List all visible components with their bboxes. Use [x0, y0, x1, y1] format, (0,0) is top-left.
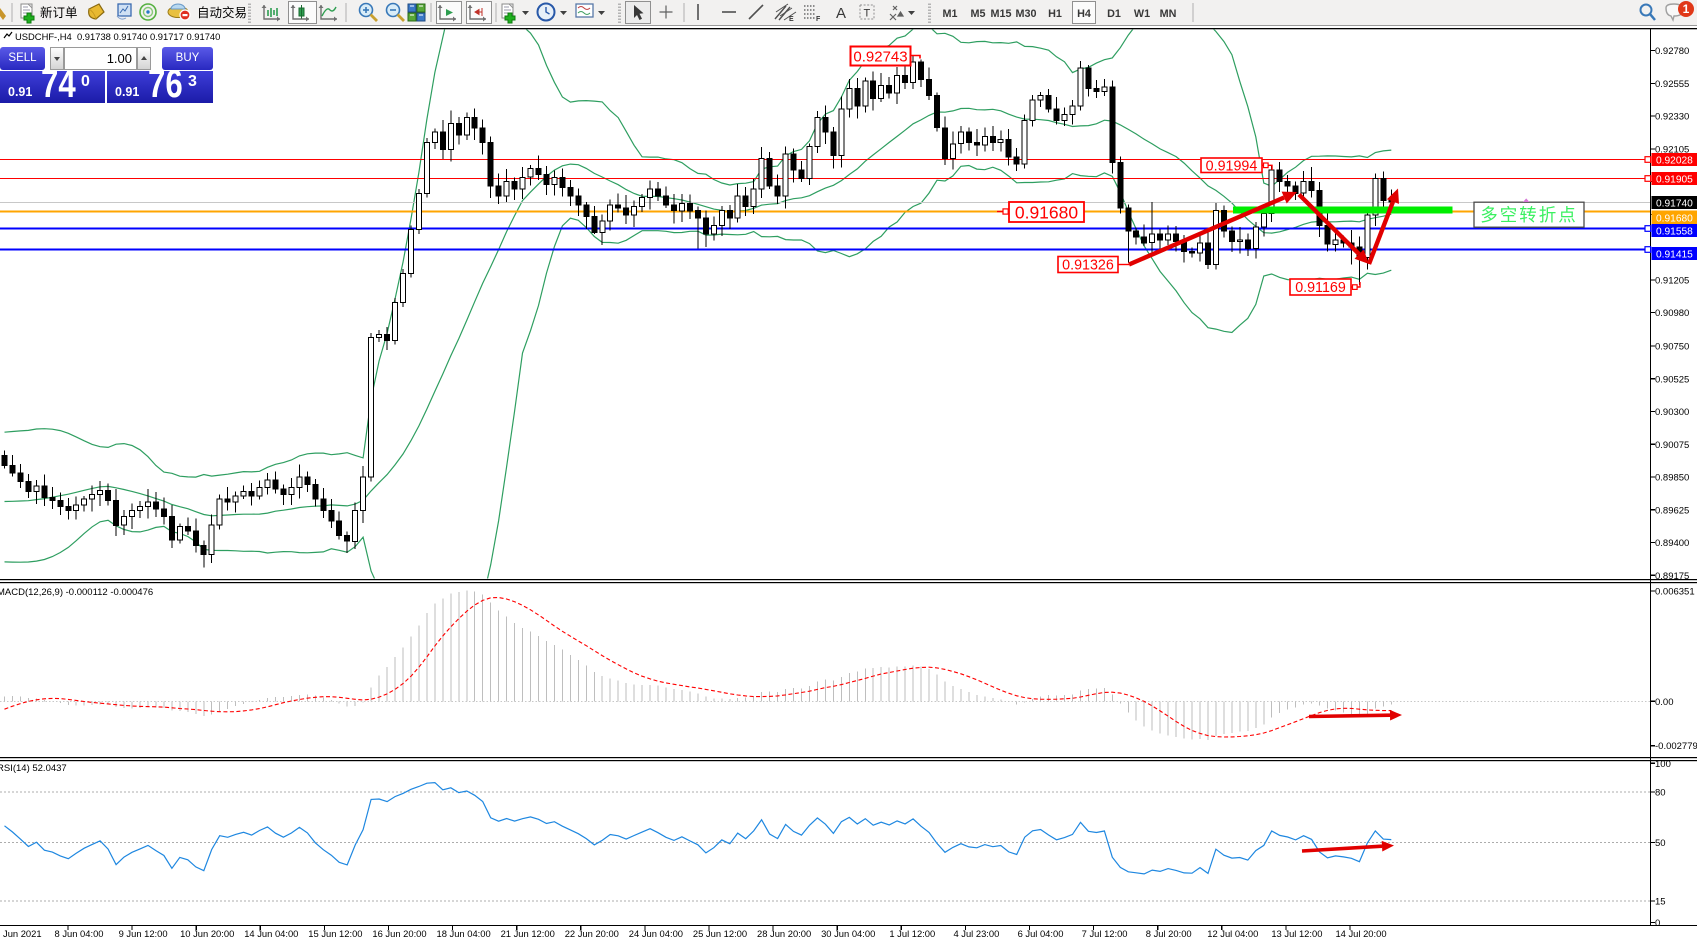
svg-text:W1: W1 — [1134, 8, 1150, 20]
svg-text:MACD(12,26,9) -0.000112 -0.000: MACD(12,26,9) -0.000112 -0.000476 — [0, 587, 153, 598]
svg-text:0.89625: 0.89625 — [1655, 505, 1689, 516]
svg-text:M1: M1 — [943, 8, 958, 20]
svg-text:18 Jun 04:00: 18 Jun 04:00 — [436, 928, 490, 939]
svg-text:16 Jun 20:00: 16 Jun 20:00 — [372, 928, 426, 939]
svg-text:14 Jul 20:00: 14 Jul 20:00 — [1335, 928, 1386, 939]
svg-text:0.89175: 0.89175 — [1655, 571, 1689, 582]
svg-text:0.91994: 0.91994 — [1206, 158, 1258, 174]
svg-text:USDCHF-,H4 0.91738 0.91740 0.: USDCHF-,H4 0.91738 0.91740 0.91717 0.917… — [15, 31, 220, 42]
svg-text:0.006351: 0.006351 — [1655, 587, 1695, 598]
svg-text:0.91905: 0.91905 — [1656, 175, 1693, 186]
svg-text:0.90980: 0.90980 — [1655, 308, 1689, 319]
svg-text:0.91326: 0.91326 — [1062, 258, 1114, 274]
svg-text:0: 0 — [1655, 918, 1660, 929]
svg-text:H4: H4 — [1077, 8, 1091, 20]
svg-text:0.91680: 0.91680 — [1015, 202, 1079, 222]
svg-text:0.89400: 0.89400 — [1655, 538, 1689, 549]
svg-text:100: 100 — [1655, 759, 1671, 770]
svg-text:0.91169: 0.91169 — [1295, 280, 1346, 296]
svg-text:6 Jul 04:00: 6 Jul 04:00 — [1018, 928, 1064, 939]
svg-text:9 Jun 12:00: 9 Jun 12:00 — [119, 928, 168, 939]
svg-text:H1: H1 — [1048, 8, 1062, 20]
svg-text:M5: M5 — [971, 8, 986, 20]
svg-text:T: T — [864, 8, 871, 20]
svg-text:24 Jun 04:00: 24 Jun 04:00 — [629, 928, 683, 939]
svg-text:0.90075: 0.90075 — [1655, 440, 1689, 451]
svg-text:RSI(14) 52.0437: RSI(14) 52.0437 — [0, 763, 67, 774]
svg-text:15 Jun 12:00: 15 Jun 12:00 — [308, 928, 362, 939]
svg-text:0.92105: 0.92105 — [1655, 144, 1689, 155]
svg-text:M30: M30 — [1015, 8, 1036, 20]
svg-text:E: E — [789, 16, 794, 23]
svg-text:8 Jul 20:00: 8 Jul 20:00 — [1146, 928, 1192, 939]
svg-text:0.90525: 0.90525 — [1655, 374, 1689, 385]
svg-text:30 Jun 04:00: 30 Jun 04:00 — [821, 928, 875, 939]
svg-text:D1: D1 — [1107, 8, 1121, 20]
svg-text:0.90300: 0.90300 — [1655, 407, 1689, 418]
svg-text:F: F — [816, 16, 821, 23]
svg-text:0.91415: 0.91415 — [1656, 250, 1693, 261]
svg-text:22 Jun 20:00: 22 Jun 20:00 — [565, 928, 619, 939]
svg-text:0.89850: 0.89850 — [1655, 473, 1689, 484]
svg-text:-0.002779: -0.002779 — [1655, 741, 1697, 752]
svg-text:15: 15 — [1655, 897, 1666, 908]
svg-text:0.91740: 0.91740 — [1656, 199, 1693, 210]
svg-text:0.91680: 0.91680 — [1656, 214, 1693, 225]
svg-text:0.91205: 0.91205 — [1655, 275, 1689, 286]
svg-text:80: 80 — [1655, 788, 1666, 799]
svg-text:0.92330: 0.92330 — [1655, 112, 1689, 123]
svg-text:0.00: 0.00 — [1655, 697, 1674, 708]
svg-text:8 Jun 04:00: 8 Jun 04:00 — [55, 928, 104, 939]
svg-text:12 Jul 04:00: 12 Jul 04:00 — [1207, 928, 1258, 939]
svg-text:0.92780: 0.92780 — [1655, 46, 1689, 57]
svg-text:A: A — [836, 5, 846, 22]
svg-text:MN: MN — [1160, 8, 1177, 20]
svg-text:0.92743: 0.92743 — [853, 48, 907, 65]
svg-text:28 Jun 20:00: 28 Jun 20:00 — [757, 928, 811, 939]
svg-text:Jun 2021: Jun 2021 — [3, 928, 42, 939]
svg-text:0.91558: 0.91558 — [1656, 227, 1693, 238]
svg-text:0.92028: 0.92028 — [1656, 156, 1693, 167]
svg-text:4 Jul 23:00: 4 Jul 23:00 — [953, 928, 999, 939]
svg-text:14 Jun 04:00: 14 Jun 04:00 — [244, 928, 298, 939]
svg-text:新订单: 新订单 — [40, 5, 78, 20]
svg-text:1 Jul 12:00: 1 Jul 12:00 — [889, 928, 935, 939]
svg-text:自动交易: 自动交易 — [197, 5, 247, 20]
svg-text:0.90750: 0.90750 — [1655, 342, 1689, 353]
svg-text:7 Jul 12:00: 7 Jul 12:00 — [1082, 928, 1128, 939]
svg-text:10 Jun 20:00: 10 Jun 20:00 — [180, 928, 234, 939]
svg-text:25 Jun 12:00: 25 Jun 12:00 — [693, 928, 747, 939]
svg-text:1: 1 — [1683, 2, 1690, 16]
svg-text:13 Jul 12:00: 13 Jul 12:00 — [1271, 928, 1322, 939]
svg-text:0.92555: 0.92555 — [1655, 79, 1689, 90]
svg-text:21 Jun 12:00: 21 Jun 12:00 — [501, 928, 555, 939]
svg-text:M15: M15 — [990, 8, 1011, 20]
svg-text:多空转折点: 多空转折点 — [1480, 205, 1578, 225]
svg-text:50: 50 — [1655, 838, 1666, 849]
